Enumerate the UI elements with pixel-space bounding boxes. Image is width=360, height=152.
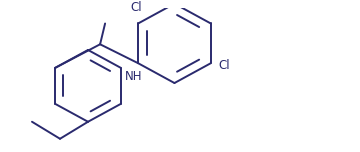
Text: Cl: Cl bbox=[130, 1, 142, 14]
Text: Cl: Cl bbox=[219, 59, 230, 72]
Text: NH: NH bbox=[125, 70, 143, 83]
